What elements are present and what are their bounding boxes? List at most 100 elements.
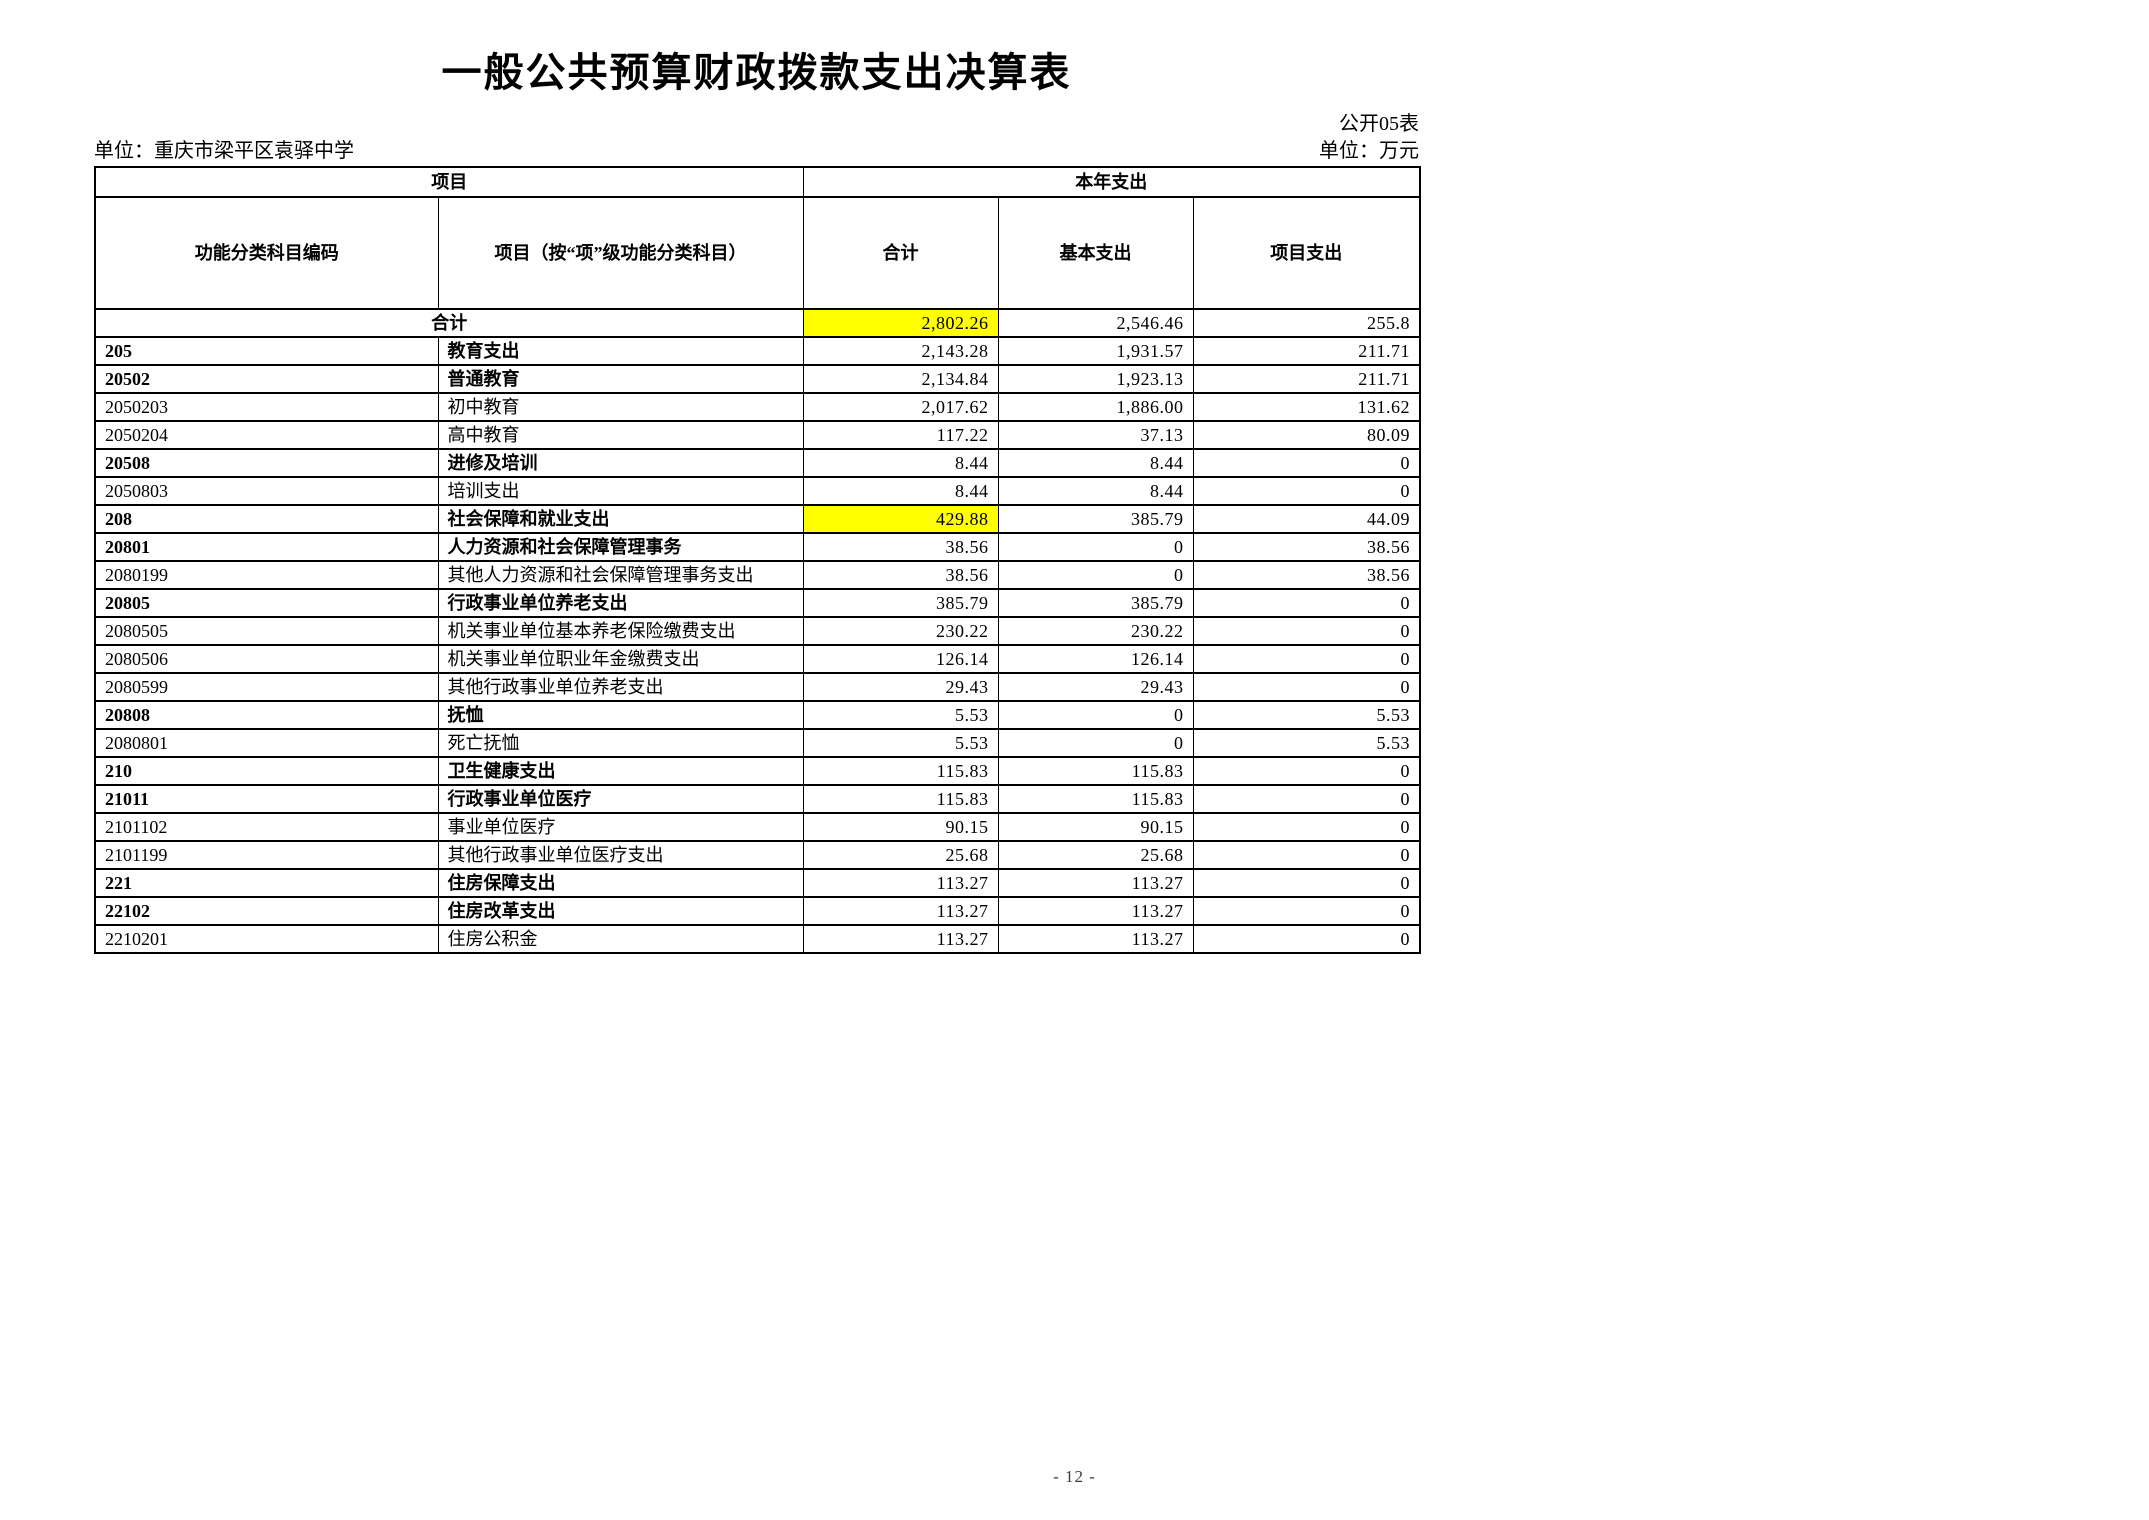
table-row: 20805 行政事业单位养老支出 385.79 385.79 0 — [94, 588, 1421, 618]
row-basic-expenditure-cell: 8.44 — [997, 476, 1194, 506]
row-total-cell: 115.83 — [802, 756, 999, 786]
table-row: 2080599 其他行政事业单位养老支出 29.43 29.43 0 — [94, 672, 1421, 702]
row-project-expenditure-cell: 131.62 — [1192, 392, 1421, 422]
row-item-cell: 卫生健康支出 — [437, 756, 804, 786]
row-total-cell: 2,017.62 — [802, 392, 999, 422]
unit-of-measure-label: 单位：万元 — [1319, 140, 1419, 162]
row-total-cell: 29.43 — [802, 672, 999, 702]
row-total-cell: 5.53 — [802, 728, 999, 758]
table-row: 2101199 其他行政事业单位医疗支出 25.68 25.68 0 — [94, 840, 1421, 870]
page-number: - 12 - — [1053, 1467, 1096, 1486]
row-item-cell: 住房公积金 — [437, 924, 804, 954]
table-row: 2050204 高中教育 117.22 37.13 80.09 — [94, 420, 1421, 450]
row-item-cell: 抚恤 — [437, 700, 804, 730]
table-row: 22102 住房改革支出 113.27 113.27 0 — [94, 896, 1421, 926]
row-code-cell: 2050803 — [94, 476, 439, 506]
header-col-total: 合计 — [802, 196, 999, 310]
row-total-cell: 2,802.26 — [802, 308, 999, 338]
header-col-basic: 基本支出 — [997, 196, 1194, 310]
row-code-cell: 20805 — [94, 588, 439, 618]
table-row: 2050203 初中教育 2,017.62 1,886.00 131.62 — [94, 392, 1421, 422]
row-total-cell: 2,143.28 — [802, 336, 999, 366]
table-row: 205 教育支出 2,143.28 1,931.57 211.71 — [94, 336, 1421, 366]
row-code-cell: 221 — [94, 868, 439, 898]
row-item-cell: 住房保障支出 — [437, 868, 804, 898]
header-columns-row: 功能分类科目编码 项目（按“项”级功能分类科目） 合计 基本支出 项目支出 — [94, 196, 1421, 310]
header-col-code: 功能分类科目编码 — [94, 196, 439, 310]
row-basic-expenditure-cell: 113.27 — [997, 896, 1194, 926]
row-total-cell: 117.22 — [802, 420, 999, 450]
row-code-cell: 2080506 — [94, 644, 439, 674]
row-project-expenditure-cell: 0 — [1192, 896, 1421, 926]
row-basic-expenditure-cell: 29.43 — [997, 672, 1194, 702]
row-basic-expenditure-cell: 1,886.00 — [997, 392, 1194, 422]
page-title: 一般公共预算财政拨款支出决算表 — [441, 50, 1072, 95]
row-total-cell: 113.27 — [802, 924, 999, 954]
table-row: 2101102 事业单位医疗 90.15 90.15 0 — [94, 812, 1421, 842]
table-row: 合计 2,802.26 2,546.46 255.8 — [94, 308, 1421, 338]
row-basic-expenditure-cell: 0 — [997, 560, 1194, 590]
row-total-cell: 2,134.84 — [802, 364, 999, 394]
row-code-cell: 2210201 — [94, 924, 439, 954]
table-body: 合计 2,802.26 2,546.46 255.8 205 教育支出 2,143.28 1,… — [94, 308, 1421, 954]
row-total-cell: 113.27 — [802, 896, 999, 926]
row-total-cell: 8.44 — [802, 476, 999, 506]
row-item-cell: 死亡抚恤 — [437, 728, 804, 758]
row-project-expenditure-cell: 5.53 — [1192, 728, 1421, 758]
row-total-cell: 38.56 — [802, 560, 999, 590]
row-basic-expenditure-cell: 115.83 — [997, 784, 1194, 814]
row-item-cell: 其他行政事业单位养老支出 — [437, 672, 804, 702]
row-basic-expenditure-cell: 126.14 — [997, 644, 1194, 674]
row-code-cell: 2080199 — [94, 560, 439, 590]
row-item-cell: 进修及培训 — [437, 448, 804, 478]
row-project-expenditure-cell: 80.09 — [1192, 420, 1421, 450]
row-project-expenditure-cell: 5.53 — [1192, 700, 1421, 730]
header-col-project: 项目支出 — [1192, 196, 1421, 310]
header-group-row: 项目 本年支出 — [94, 166, 1421, 198]
row-project-expenditure-cell: 211.71 — [1192, 364, 1421, 394]
row-code-cell: 2050204 — [94, 420, 439, 450]
table-row: 2210201 住房公积金 113.27 113.27 0 — [94, 924, 1421, 954]
row-code-cell: 2080599 — [94, 672, 439, 702]
row-item-cell: 社会保障和就业支出 — [437, 504, 804, 534]
header-col-item: 项目（按“项”级功能分类科目） — [437, 196, 804, 310]
row-basic-expenditure-cell: 230.22 — [997, 616, 1194, 646]
row-item-cell: 人力资源和社会保障管理事务 — [437, 532, 804, 562]
table-row: 2080505 机关事业单位基本养老保险缴费支出 230.22 230.22 0 — [94, 616, 1421, 646]
row-item-cell: 机关事业单位基本养老保险缴费支出 — [437, 616, 804, 646]
row-item-cell: 其他行政事业单位医疗支出 — [437, 840, 804, 870]
row-total-cell: 230.22 — [802, 616, 999, 646]
row-item-cell: 事业单位医疗 — [437, 812, 804, 842]
row-basic-expenditure-cell: 0 — [997, 700, 1194, 730]
row-grand-total-label-cell: 合计 — [94, 308, 804, 338]
row-total-cell: 5.53 — [802, 700, 999, 730]
row-code-cell: 2050203 — [94, 392, 439, 422]
row-basic-expenditure-cell: 0 — [997, 728, 1194, 758]
row-total-cell: 8.44 — [802, 448, 999, 478]
table-row: 210 卫生健康支出 115.83 115.83 0 — [94, 756, 1421, 786]
row-item-cell: 普通教育 — [437, 364, 804, 394]
row-item-cell: 行政事业单位养老支出 — [437, 588, 804, 618]
row-basic-expenditure-cell: 113.27 — [997, 924, 1194, 954]
row-item-cell: 住房改革支出 — [437, 896, 804, 926]
row-project-expenditure-cell: 44.09 — [1192, 504, 1421, 534]
row-project-expenditure-cell: 0 — [1192, 840, 1421, 870]
row-basic-expenditure-cell: 115.83 — [997, 756, 1194, 786]
row-item-cell: 培训支出 — [437, 476, 804, 506]
row-code-cell: 205 — [94, 336, 439, 366]
table-row: 2050803 培训支出 8.44 8.44 0 — [94, 476, 1421, 506]
expenditure-table: 项目 本年支出 功能分类科目编码 项目（按“项”级功能分类科目） 合计 基本支出… — [94, 166, 1422, 954]
table-row: 21011 行政事业单位医疗 115.83 115.83 0 — [94, 784, 1421, 814]
row-basic-expenditure-cell: 8.44 — [997, 448, 1194, 478]
row-project-expenditure-cell: 38.56 — [1192, 532, 1421, 562]
row-project-expenditure-cell: 255.8 — [1192, 308, 1421, 338]
form-number-label: 公开05表 — [1339, 113, 1419, 135]
row-code-cell: 22102 — [94, 896, 439, 926]
table-row: 20808 抚恤 5.53 0 5.53 — [94, 700, 1421, 730]
row-total-cell: 90.15 — [802, 812, 999, 842]
row-project-expenditure-cell: 0 — [1192, 784, 1421, 814]
row-total-cell: 113.27 — [802, 868, 999, 898]
meta-row: 单位：重庆市梁平区袁驿中学 单位：万元 — [94, 138, 1419, 164]
row-code-cell: 2080801 — [94, 728, 439, 758]
row-item-cell: 高中教育 — [437, 420, 804, 450]
